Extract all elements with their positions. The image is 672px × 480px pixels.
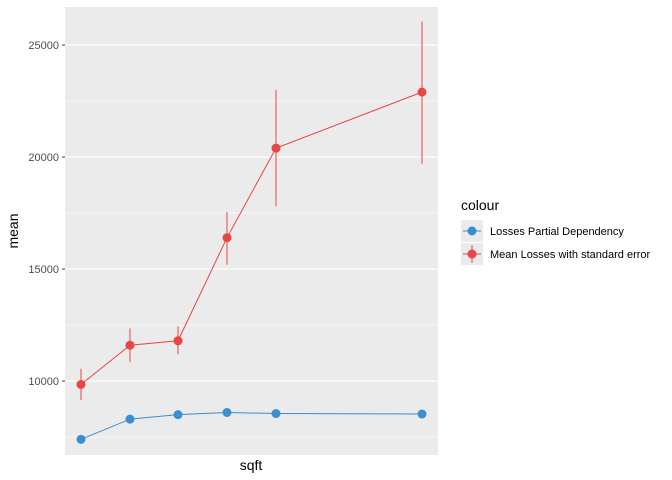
legend-key-losses-partial-dependency bbox=[461, 220, 483, 242]
major-gridlines bbox=[65, 44, 438, 382]
legend: colour Losses Partial Dependency Mean Lo… bbox=[461, 197, 651, 265]
y-axis-ticks: 10000 15000 20000 25000 bbox=[28, 40, 65, 388]
legend-title: colour bbox=[461, 197, 499, 213]
data-point-mean-losses bbox=[222, 233, 232, 243]
plot-area bbox=[76, 21, 427, 444]
y-tick-label: 15000 bbox=[28, 264, 59, 276]
data-point-mean-losses bbox=[125, 340, 135, 350]
x-axis-title: sqft bbox=[240, 457, 263, 473]
legend-label-losses-partial-dependency: Losses Partial Dependency bbox=[490, 226, 624, 238]
data-point-mean-losses bbox=[76, 379, 86, 389]
legend-label-mean-losses: Mean Losses with standard error bbox=[490, 249, 651, 261]
series-line-losses-partial-dependency bbox=[80, 411, 423, 440]
y-axis-title: mean bbox=[5, 213, 21, 248]
y-tick-label: 20000 bbox=[28, 152, 59, 164]
data-point-losses-partial-dependency bbox=[222, 407, 232, 417]
data-point-losses-partial-dependency bbox=[271, 409, 281, 419]
data-point-losses-partial-dependency bbox=[417, 409, 427, 419]
y-tick-label: 25000 bbox=[28, 40, 59, 52]
data-point-mean-losses bbox=[417, 87, 427, 97]
data-point-losses-partial-dependency bbox=[173, 410, 183, 420]
panel-background bbox=[65, 7, 438, 455]
data-point-mean-losses bbox=[173, 336, 183, 346]
data-point-mean-losses bbox=[271, 143, 281, 153]
y-tick-label: 10000 bbox=[28, 376, 59, 388]
series-line-mean-losses bbox=[80, 91, 423, 385]
data-point-losses-partial-dependency bbox=[125, 414, 135, 424]
data-point-losses-partial-dependency bbox=[76, 434, 86, 444]
legend-key-mean-losses bbox=[461, 243, 483, 265]
minor-gridlines bbox=[65, 100, 438, 438]
